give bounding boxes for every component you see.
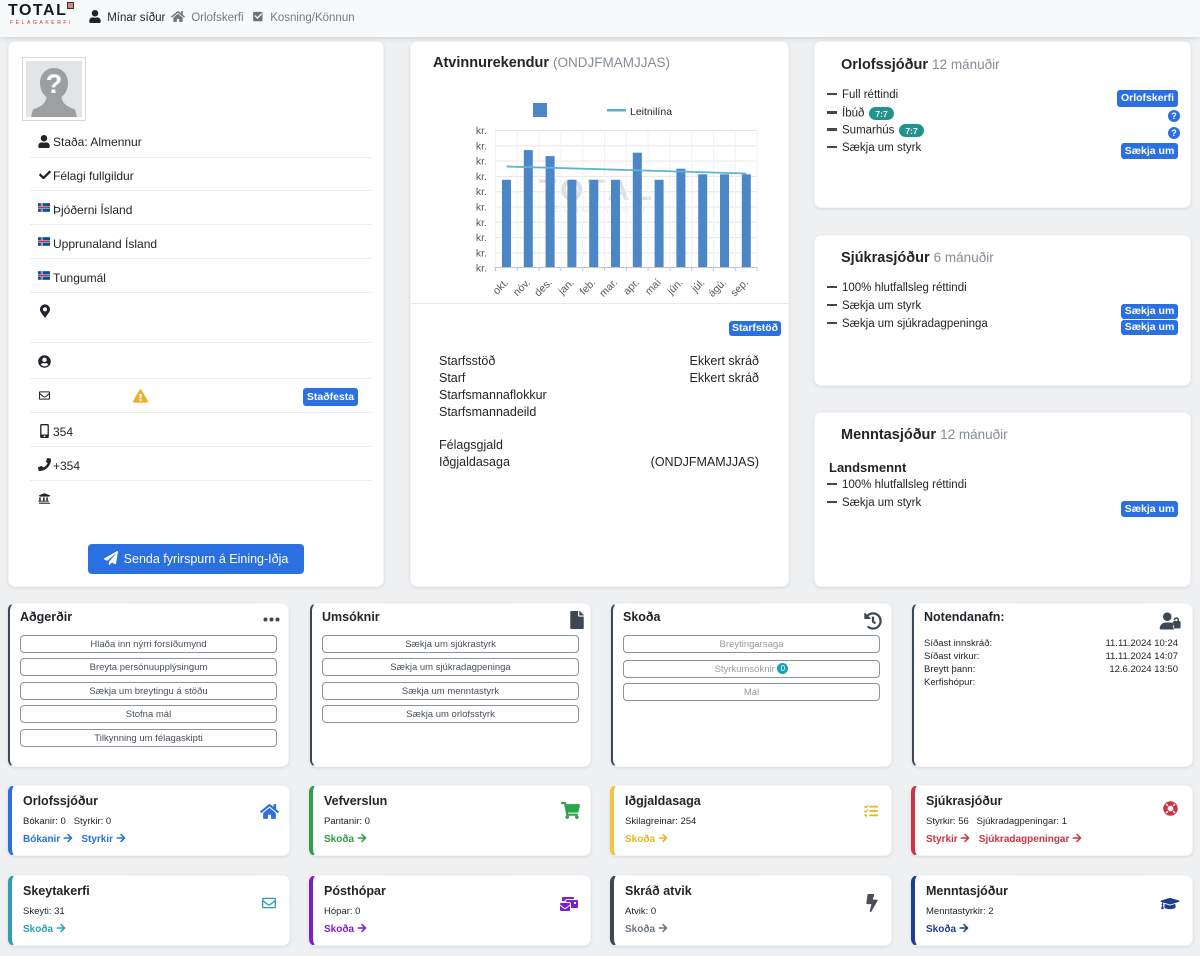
svg-text:jún.: jún. (664, 277, 685, 298)
svg-text:kr.: kr. (476, 232, 487, 244)
svg-text:apr.: apr. (621, 277, 642, 298)
svg-text:nóv.: nóv. (511, 277, 533, 299)
svg-text:feb.: feb. (577, 277, 598, 298)
svg-text:sep.: sep. (728, 277, 751, 300)
svg-text:mar.: mar. (597, 277, 620, 300)
svg-text:kr.: kr. (476, 263, 487, 275)
svg-text:kr.: kr. (476, 156, 487, 168)
svg-text:ágú.: ágú. (706, 277, 729, 300)
svg-text:des.: des. (532, 277, 555, 300)
svg-text:okt.: okt. (491, 277, 511, 297)
svg-text:kr.: kr. (476, 140, 487, 152)
svg-text:kr.: kr. (476, 217, 487, 229)
svg-text:jan.: jan. (555, 277, 576, 298)
svg-text:kr.: kr. (476, 202, 487, 214)
svg-text:kr.: kr. (476, 186, 487, 198)
svg-text:kr.: kr. (476, 125, 487, 137)
svg-text:Leitnilína: Leitnilína (630, 106, 672, 118)
svg-text:kr.: kr. (476, 171, 487, 183)
svg-text:kr.: kr. (476, 247, 487, 259)
svg-text:maí: maí (643, 277, 664, 298)
svg-text:júl.: júl. (689, 277, 708, 296)
